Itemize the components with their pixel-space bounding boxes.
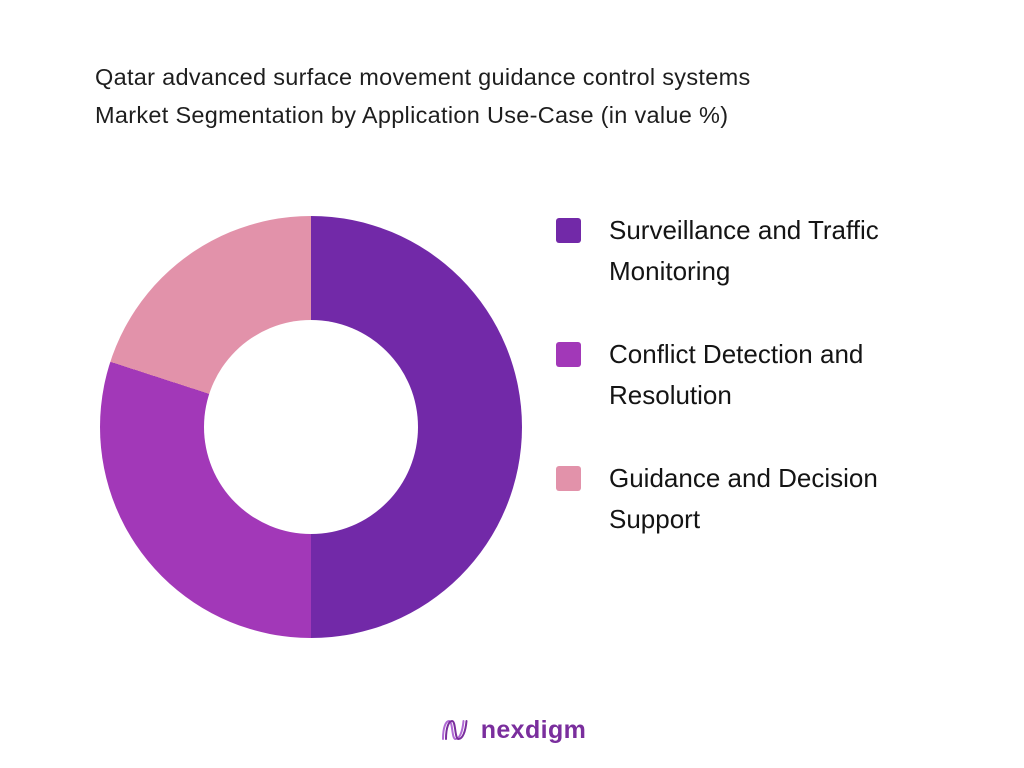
donut-hole: [204, 320, 418, 534]
legend-item-surveillance: Surveillance and Traffic Monitoring: [556, 210, 969, 292]
legend-label-surveillance: Surveillance and Traffic Monitoring: [609, 215, 879, 286]
nexdigm-logo-icon: [441, 719, 468, 741]
legend-item-conflict: Conflict Detection and Resolution: [556, 334, 969, 416]
legend: Surveillance and Traffic Monitoring Conf…: [556, 210, 969, 582]
legend-item-guidance: Guidance and Decision Support: [556, 458, 969, 540]
legend-label-conflict: Conflict Detection and Resolution: [609, 339, 864, 410]
legend-swatch-surveillance: [556, 218, 581, 243]
donut-chart: [100, 216, 522, 638]
chart-title-line2: Market Segmentation by Application Use-C…: [95, 102, 729, 128]
legend-swatch-guidance: [556, 466, 581, 491]
chart-title: Qatar advanced surface movement guidance…: [95, 58, 975, 134]
legend-label-guidance: Guidance and Decision Support: [609, 463, 878, 534]
brand-footer: nexdigm: [0, 714, 1024, 746]
legend-swatch-conflict: [556, 342, 581, 367]
chart-title-line1: Qatar advanced surface movement guidance…: [95, 64, 751, 90]
brand-name: nexdigm: [480, 715, 587, 744]
